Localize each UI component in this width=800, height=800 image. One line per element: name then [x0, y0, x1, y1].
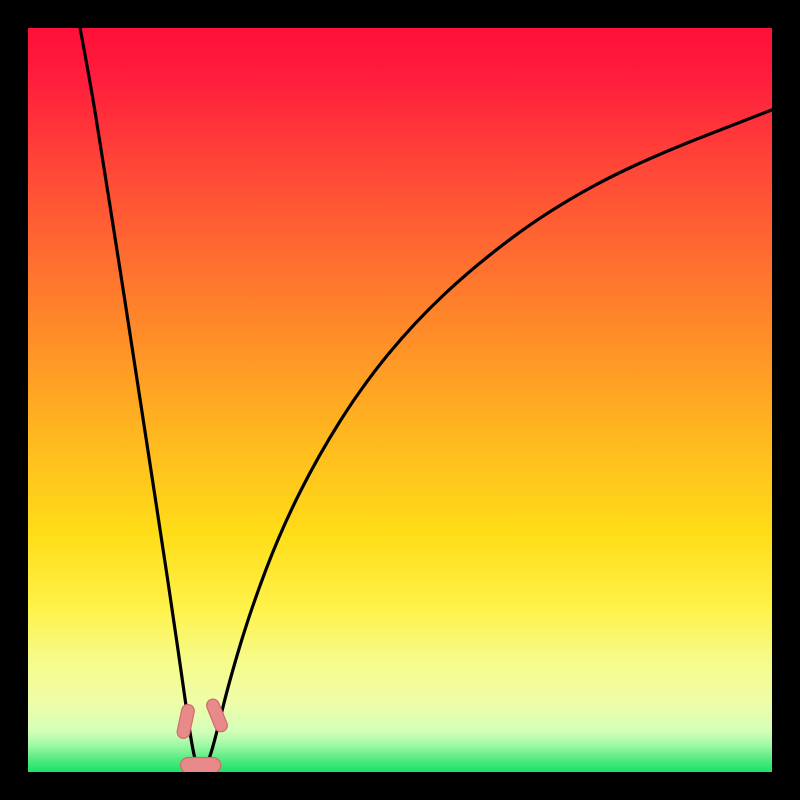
marker-bottom-bar	[181, 757, 221, 772]
bottleneck-curve-svg	[28, 28, 772, 772]
plot-area	[28, 28, 772, 772]
marker-left-arm	[176, 703, 195, 739]
chart-frame: TheBottleneck.com	[0, 0, 800, 800]
bottleneck-curve	[80, 28, 772, 770]
highlight-markers	[176, 697, 229, 772]
